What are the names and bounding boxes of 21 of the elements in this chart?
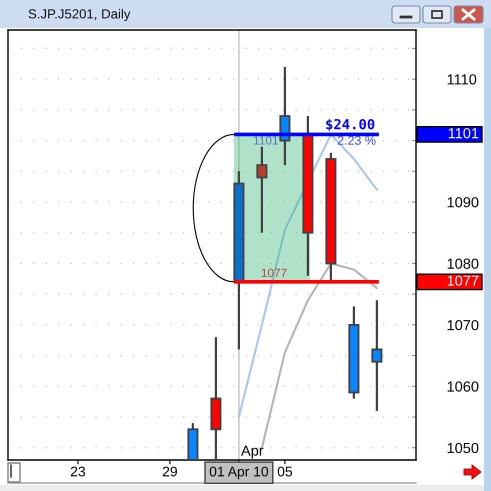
y-tick-label: 1110	[448, 74, 476, 85]
candlestick	[371, 299, 382, 412]
text: 1101	[448, 128, 478, 138]
y-tick-label: 1060	[448, 381, 478, 392]
y-tick-label: 1050	[448, 442, 478, 454]
x-tick-label: 29	[162, 466, 177, 476]
text: 1077	[448, 275, 478, 286]
x-tick-label: 05	[278, 466, 292, 476]
annotation: $24.00	[326, 118, 374, 132]
x-tick-label: 01 Apr 10	[210, 466, 268, 480]
y-tick-label: 1090	[448, 197, 478, 208]
ref-line-label: 1101	[254, 136, 278, 145]
annotation: Apr	[241, 446, 264, 459]
ref-line-label: 1077	[262, 268, 287, 278]
chart-title: S.JP.J5201, Daily	[28, 8, 130, 22]
x-tick-label: 23	[70, 466, 86, 476]
line-series	[238, 133, 378, 418]
y-tick-label: 1070	[448, 320, 478, 330]
y-tick-label: 1080	[448, 258, 478, 269]
candlestick	[256, 146, 268, 234]
annotation: 2.23 %	[338, 136, 376, 145]
